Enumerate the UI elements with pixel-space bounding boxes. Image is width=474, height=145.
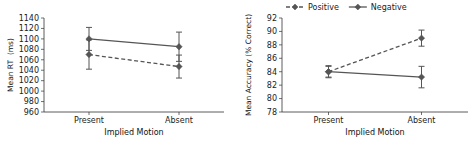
y-tick-label: 90	[267, 27, 277, 36]
y-tick-label: 88	[267, 41, 277, 50]
y-tick-label: 1100	[19, 35, 39, 44]
point-marker	[418, 35, 424, 41]
y-axis-line	[282, 18, 283, 112]
y-tick	[41, 91, 44, 92]
y-tick	[279, 31, 282, 32]
y-tick-label: 1120	[19, 24, 39, 33]
legend-marker	[355, 4, 361, 10]
y-tick	[279, 44, 282, 45]
x-axis-label: Implied Motion	[345, 128, 404, 137]
point-marker	[86, 51, 92, 57]
y-tick	[41, 112, 44, 113]
series-line	[89, 39, 179, 47]
y-tick-label: 1040	[19, 66, 39, 75]
y-tick	[279, 85, 282, 86]
series-line	[329, 38, 422, 72]
y-tick-label: 80	[267, 94, 277, 103]
y-tick	[41, 59, 44, 60]
x-tick-label: Present	[74, 116, 104, 125]
point-marker	[176, 63, 182, 69]
y-tick-label: 1060	[19, 56, 39, 65]
error-bar	[86, 40, 92, 69]
series-line	[329, 72, 422, 77]
y-tick-label: 980	[24, 97, 39, 106]
x-tick-label: Absent	[165, 116, 193, 125]
x-axis-line	[44, 112, 224, 113]
panel: 78 80 82 84 86 88 90 92 Present Absent Implied Mot…	[244, 3, 468, 137]
legend-marker	[292, 4, 298, 10]
y-tick	[41, 101, 44, 102]
y-tick	[41, 28, 44, 29]
legend-label: Negative	[371, 3, 407, 12]
y-tick	[279, 71, 282, 72]
plot-area	[325, 30, 424, 88]
series-line	[89, 55, 179, 67]
legend: Positive Negative	[286, 3, 407, 12]
plot-area	[86, 27, 182, 78]
y-tick-label: 82	[267, 81, 277, 90]
x-tick	[179, 112, 180, 115]
y-tick-label: 1140	[19, 14, 39, 23]
y-tick	[41, 70, 44, 71]
y-tick	[279, 98, 282, 99]
x-tick	[328, 112, 329, 115]
y-tick-label: 84	[267, 68, 277, 77]
chart-root: 960 9801000 102010401060 10801100 11201140 Pr…	[0, 0, 474, 145]
point-marker	[325, 69, 331, 75]
y-tick	[41, 38, 44, 39]
y-tick-label: 1000	[19, 87, 39, 96]
error-bar	[419, 30, 425, 46]
y-tick-label: 1080	[19, 45, 39, 54]
x-tick-label: Present	[313, 116, 343, 125]
y-tick-label: 960	[24, 108, 39, 117]
y-tick-label: 92	[267, 14, 277, 23]
y-axis-label: Mean RT (ms)	[6, 38, 15, 92]
y-tick	[41, 18, 44, 19]
y-tick-label: 86	[267, 54, 277, 63]
point-marker	[176, 44, 182, 50]
y-tick	[41, 80, 44, 81]
legend-label: Positive	[308, 3, 339, 12]
x-tick	[421, 112, 422, 115]
x-tick-label: Absent	[408, 116, 436, 125]
y-tick	[279, 58, 282, 59]
error-bar	[326, 66, 332, 77]
point-marker	[418, 74, 424, 80]
point-marker	[325, 69, 331, 75]
panel: 960 9801000 102010401060 10801100 11201140 Pr…	[6, 14, 224, 137]
error-bar	[326, 66, 332, 78]
x-axis-label: Implied Motion	[104, 128, 163, 137]
error-bar	[419, 66, 425, 87]
x-tick	[89, 112, 90, 115]
y-tick-label: 1020	[19, 76, 39, 85]
y-tick-label: 78	[267, 108, 277, 117]
y-tick	[41, 49, 44, 50]
x-axis-line	[282, 112, 468, 113]
y-tick	[279, 112, 282, 113]
y-tick	[279, 18, 282, 19]
y-axis-label: Mean Accuracy (% Correct)	[244, 14, 253, 116]
error-bar	[176, 55, 182, 78]
y-axis-line	[44, 18, 45, 112]
